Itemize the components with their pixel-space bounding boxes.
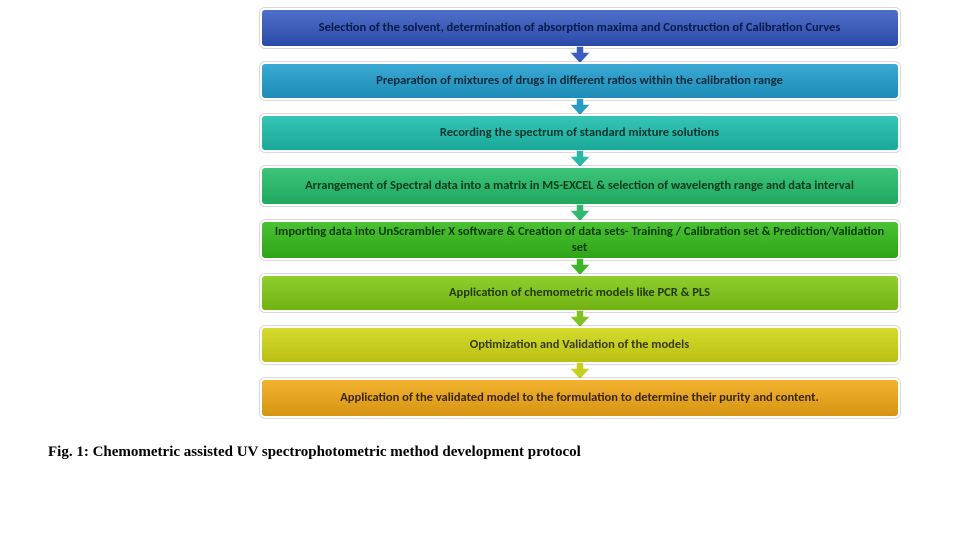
flow-step-5: Importing data into UnScrambler X softwa… [0,220,979,274]
flow-step-8: Application of the validated model to th… [0,378,979,418]
figure-caption: Fig. 1: Chemometric assisted UV spectrop… [48,444,979,461]
flow-step-box: Arrangement of Spectral data into a matr… [260,166,900,206]
flow-step-box: Selection of the solvent, determination … [260,8,900,48]
flow-step-3: Recording the spectrum of standard mixtu… [0,114,979,166]
flow-step-6: Application of chemometric models like P… [0,274,979,326]
flow-step-box: Application of chemometric models like P… [260,274,900,312]
flow-step-box: Recording the spectrum of standard mixtu… [260,114,900,152]
flow-step-box: Optimization and Validation of the model… [260,326,900,364]
flow-step-1: Selection of the solvent, determination … [0,8,979,62]
flow-step-box: Application of the validated model to th… [260,378,900,418]
flowchart-steps-host: Selection of the solvent, determination … [0,8,979,418]
flow-step-4: Arrangement of Spectral data into a matr… [0,166,979,220]
flow-step-box: Importing data into UnScrambler X softwa… [260,220,900,260]
flow-step-7: Optimization and Validation of the model… [0,326,979,378]
flow-step-box: Preparation of mixtures of drugs in diff… [260,62,900,100]
flow-step-2: Preparation of mixtures of drugs in diff… [0,62,979,114]
flowchart-container: Selection of the solvent, determination … [0,0,979,461]
